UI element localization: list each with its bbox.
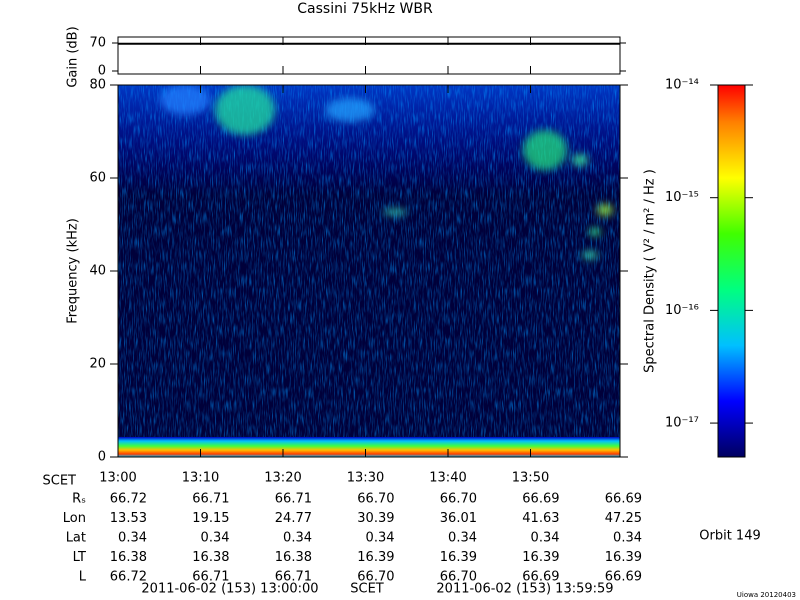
colorbar-tick-label: 10⁻¹⁶ <box>665 303 699 318</box>
gain-tick-label: 0 <box>98 64 106 79</box>
ephemeris-value: 16.39 <box>357 550 394 565</box>
start-time: 2011-06-02 (153) 13:00:00 <box>141 582 318 597</box>
y-axis-label: Frequency (kHz) <box>66 218 81 324</box>
gain-frame <box>117 36 621 75</box>
ephemeris-value: 0.34 <box>118 531 147 546</box>
ephemeris-value: 16.39 <box>440 550 477 565</box>
chart-title: Cassini 75kHz WBR <box>297 1 433 17</box>
x-tick-label: 13:30 <box>347 471 384 486</box>
ephemeris-value: 66.70 <box>357 570 394 585</box>
ephemeris-value: 24.77 <box>275 511 312 526</box>
ephemeris-label: Lat <box>66 531 86 546</box>
ephemeris-value: 16.39 <box>605 550 642 565</box>
orbit-label: Orbit 149 <box>699 529 760 544</box>
y-tick-label: 80 <box>89 78 106 93</box>
x-tick-label: 13:20 <box>264 471 301 486</box>
gain-tick-label: 70 <box>89 36 106 51</box>
ephemeris-value: 66.69 <box>522 492 559 507</box>
ephemeris-value: 66.71 <box>192 570 229 585</box>
ephemeris-value: 0.34 <box>613 531 642 546</box>
end-time: 2011-06-02 (153) 13:59:59 <box>436 582 613 597</box>
ephemeris-value: 66.70 <box>440 570 477 585</box>
colorbar-label: Spectral Density ( V² / m² / Hz ) <box>643 169 658 373</box>
ephemeris-label: Rₛ <box>72 492 86 507</box>
x-tick-label: 13:10 <box>182 471 219 486</box>
ephemeris-value: 16.38 <box>192 550 229 565</box>
ephemeris-value: 66.71 <box>275 492 312 507</box>
gain-axis-label: Gain (dB) <box>66 26 81 87</box>
colorbar-tick-label: 10⁻¹⁴ <box>665 78 699 93</box>
ephemeris-value: 0.34 <box>283 531 312 546</box>
ephemeris-value: 66.71 <box>192 492 229 507</box>
ephemeris-value: 16.39 <box>522 550 559 565</box>
ephemeris-value: 16.38 <box>275 550 312 565</box>
ephemeris-value: 13.53 <box>110 511 147 526</box>
ephemeris-value: 66.69 <box>605 570 642 585</box>
spectrogram <box>118 85 620 457</box>
ephemeris-value: 66.70 <box>440 492 477 507</box>
credit: Uiowa 20120403 <box>737 591 796 599</box>
ephemeris-value: 66.70 <box>357 492 394 507</box>
ephemeris-value: 66.69 <box>605 492 642 507</box>
ephemeris-value: 41.63 <box>522 511 559 526</box>
ephemeris-value: 66.72 <box>110 492 147 507</box>
ephemeris-label: L <box>79 570 87 585</box>
ephemeris-value: 0.34 <box>201 531 230 546</box>
scet-label: SCET <box>350 582 384 597</box>
ephemeris-value: 0.34 <box>448 531 477 546</box>
ephemeris-header: SCET <box>43 474 77 489</box>
ephemeris-value: 66.69 <box>522 570 559 585</box>
ephemeris-value: 36.01 <box>440 511 477 526</box>
ephemeris-value: 0.34 <box>531 531 560 546</box>
ephemeris-value: 0.34 <box>366 531 395 546</box>
colorbar <box>717 84 746 458</box>
y-tick-label: 60 <box>89 171 106 186</box>
ephemeris-value: 16.38 <box>110 550 147 565</box>
colorbar-tick-label: 10⁻¹⁵ <box>665 190 699 205</box>
ephemeris-value: 47.25 <box>605 511 642 526</box>
ephemeris-value: 66.72 <box>110 570 147 585</box>
y-tick-label: 20 <box>89 357 106 372</box>
ephemeris-value: 19.15 <box>192 511 229 526</box>
y-tick-label: 0 <box>98 450 106 465</box>
y-tick-label: 40 <box>89 264 106 279</box>
ephemeris-value: 66.71 <box>275 570 312 585</box>
ephemeris-value: 30.39 <box>357 511 394 526</box>
x-tick-label: 13:00 <box>99 471 136 486</box>
ephemeris-label: Lon <box>63 511 86 526</box>
x-tick-label: 13:40 <box>429 471 466 486</box>
ephemeris-label: LT <box>73 550 86 565</box>
x-tick-label: 13:50 <box>512 471 549 486</box>
colorbar-tick-label: 10⁻¹⁷ <box>665 416 699 431</box>
